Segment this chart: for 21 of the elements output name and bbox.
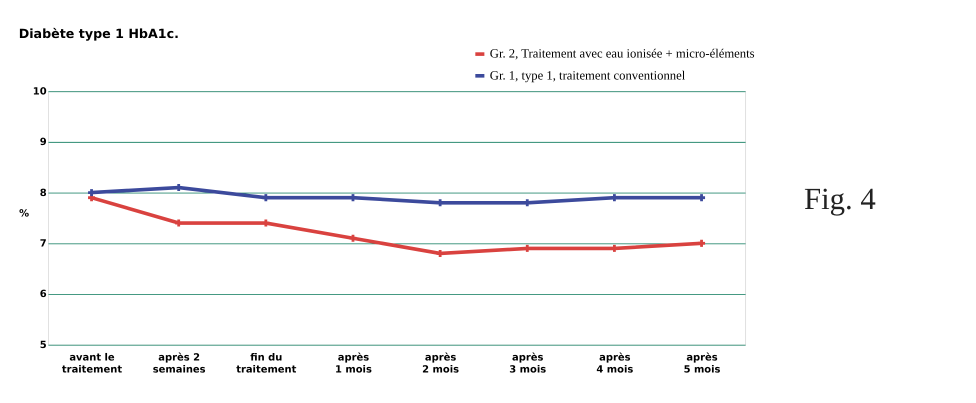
y-tick-label: 7 [40, 238, 47, 250]
x-tick-label: après 5 mois [684, 352, 721, 376]
y-tick-label: 6 [40, 289, 47, 300]
x-tick-label: après 3 mois [509, 352, 546, 376]
point [698, 240, 706, 247]
x-tick-label: fin du traitement [236, 352, 297, 376]
x-tick-label: avant le traitement [62, 352, 122, 376]
y-tick-label: 5 [40, 340, 47, 351]
x-tick-label: après 2 mois [422, 352, 460, 376]
y-axis-title: % [19, 208, 30, 220]
x-tick-label: après 1 mois [334, 352, 372, 376]
x-tick-label: après 2 semaines [152, 352, 206, 376]
y-tick-label: 8 [40, 188, 47, 199]
chart-title: Diabète type 1 HbA1c. [18, 26, 179, 41]
legend-label: Gr. 1, type 1, traitement conventionnel [490, 68, 686, 82]
legend-label: Gr. 2, Traitement avec eau ionisée + micro-éléments [490, 46, 755, 61]
point [349, 234, 356, 242]
y-tick-label: 9 [40, 137, 47, 148]
y-tick-label: 10 [32, 86, 47, 98]
caption: Fig. 4 [804, 182, 876, 216]
x-tick-label: après 4 mois [596, 352, 634, 376]
